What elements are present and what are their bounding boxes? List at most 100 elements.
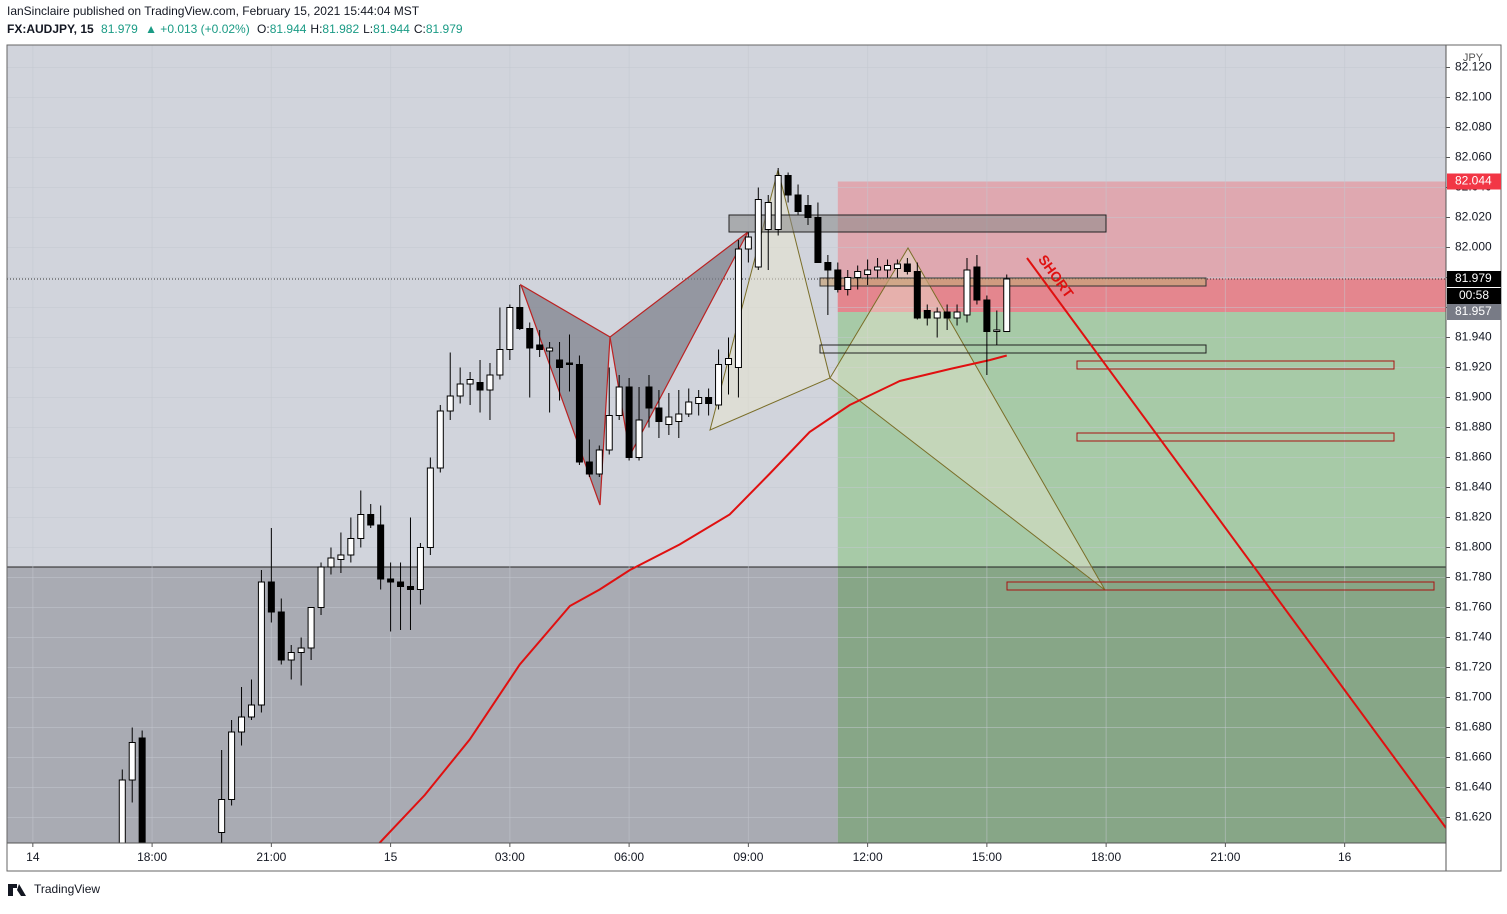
box [728, 214, 1107, 233]
box [819, 344, 1207, 354]
candle-body [556, 359, 564, 368]
x-tick-label: 14 [26, 850, 40, 864]
candle-body [734, 248, 742, 368]
candle-body [744, 236, 752, 250]
candle-body [526, 328, 534, 349]
candle-body [397, 581, 405, 587]
candle-body [685, 401, 693, 415]
candle-body [426, 467, 434, 548]
y-tick-label: 81.800 [1455, 540, 1492, 554]
candle-body [436, 410, 444, 469]
candle-body [546, 347, 554, 352]
x-tick-label: 09:00 [733, 850, 763, 864]
candle-body [665, 416, 673, 425]
entry-badge [1447, 304, 1501, 320]
candle-body [903, 263, 911, 272]
ohlc-label: C: [414, 22, 426, 36]
candle-body [357, 514, 365, 539]
candle-body [257, 581, 265, 706]
last: 81.979 [101, 22, 138, 36]
candle-body [814, 217, 822, 263]
target-box [1076, 432, 1395, 442]
candle-body [953, 311, 961, 319]
currency: JPY [1463, 52, 1484, 64]
candle-body [377, 524, 385, 580]
candle-body [715, 364, 723, 406]
candle-body [764, 202, 772, 230]
candle-body [446, 395, 454, 412]
symbol: FX:AUDJPY, 15 [7, 22, 94, 36]
y-tick-label: 81.760 [1455, 600, 1492, 614]
moving-average [378, 354, 1008, 843]
candle-body [913, 271, 921, 319]
y-tick-label: 81.900 [1455, 390, 1492, 404]
candle-body [963, 269, 971, 316]
candle-body [317, 566, 325, 608]
candle-body [476, 382, 484, 391]
candle-body [277, 611, 285, 661]
target-box [1076, 360, 1395, 370]
candle-body [874, 266, 882, 271]
frame [6, 44, 1502, 872]
x-tick-label: 18:00 [137, 850, 167, 864]
candle-body [923, 310, 931, 319]
candle-body [615, 386, 623, 416]
candle-body [585, 461, 593, 475]
candle-body [307, 607, 315, 649]
candle-body [933, 311, 941, 319]
candle-body [695, 397, 703, 404]
candle-body [516, 307, 524, 329]
y-tick-label: 81.780 [1455, 570, 1492, 584]
candle-body [367, 514, 375, 526]
y-tick-label: 81.680 [1455, 720, 1492, 734]
candle-body [387, 578, 395, 583]
y-tick-label: 81.920 [1455, 360, 1492, 374]
candle-body [844, 277, 852, 290]
candle-body [893, 263, 901, 269]
x-tick-label: 15 [384, 850, 398, 864]
price-badge-label: 81.979 [1455, 271, 1492, 285]
candle-body [675, 413, 683, 422]
candle-body [228, 731, 236, 800]
y-tick-label: 81.620 [1455, 810, 1492, 824]
ohlc-value: 81.979 [426, 22, 463, 36]
candle-body [605, 415, 613, 451]
box [819, 277, 1207, 287]
stop-badge [1447, 173, 1501, 190]
candle-body [118, 779, 126, 843]
candle-body [973, 266, 981, 301]
candle-body [267, 581, 275, 613]
candle-body [297, 647, 305, 653]
candle-body [983, 299, 991, 332]
candle-body [724, 358, 732, 365]
y-tick-label: 81.840 [1455, 480, 1492, 494]
candle-body [943, 311, 951, 319]
candle-body [406, 586, 414, 590]
candle-body [635, 419, 643, 458]
countdown-bg [1447, 288, 1501, 304]
candle-body [645, 386, 653, 409]
candle-body [337, 554, 345, 560]
target-box [1006, 581, 1435, 591]
candle-body [327, 557, 335, 568]
y-tick-label: 81.860 [1455, 450, 1492, 464]
ohlc-label: L: [363, 22, 373, 36]
ohlc-value: 81.982 [322, 22, 359, 36]
y-tick-label: 81.940 [1455, 330, 1492, 344]
symbol-line: FX:AUDJPY, 15 81.979 ▲ +0.013 (+0.02%) O… [7, 22, 463, 36]
ohlc-value: 81.944 [373, 22, 410, 36]
stop-badge-label: 82.044 [1455, 174, 1492, 188]
candle-body [138, 737, 146, 843]
y-tick-label: 82.100 [1455, 90, 1492, 104]
y-tick-label: 81.820 [1455, 510, 1492, 524]
candle-body [993, 329, 1001, 332]
candle-body [287, 652, 295, 661]
x-tick-label: 03:00 [495, 850, 525, 864]
x-tick-label: 06:00 [614, 850, 644, 864]
candle-body [784, 175, 792, 196]
candle-body [595, 449, 603, 475]
candle-body [794, 194, 802, 212]
candle-body [774, 175, 782, 230]
y-tick-label: 81.740 [1455, 630, 1492, 644]
